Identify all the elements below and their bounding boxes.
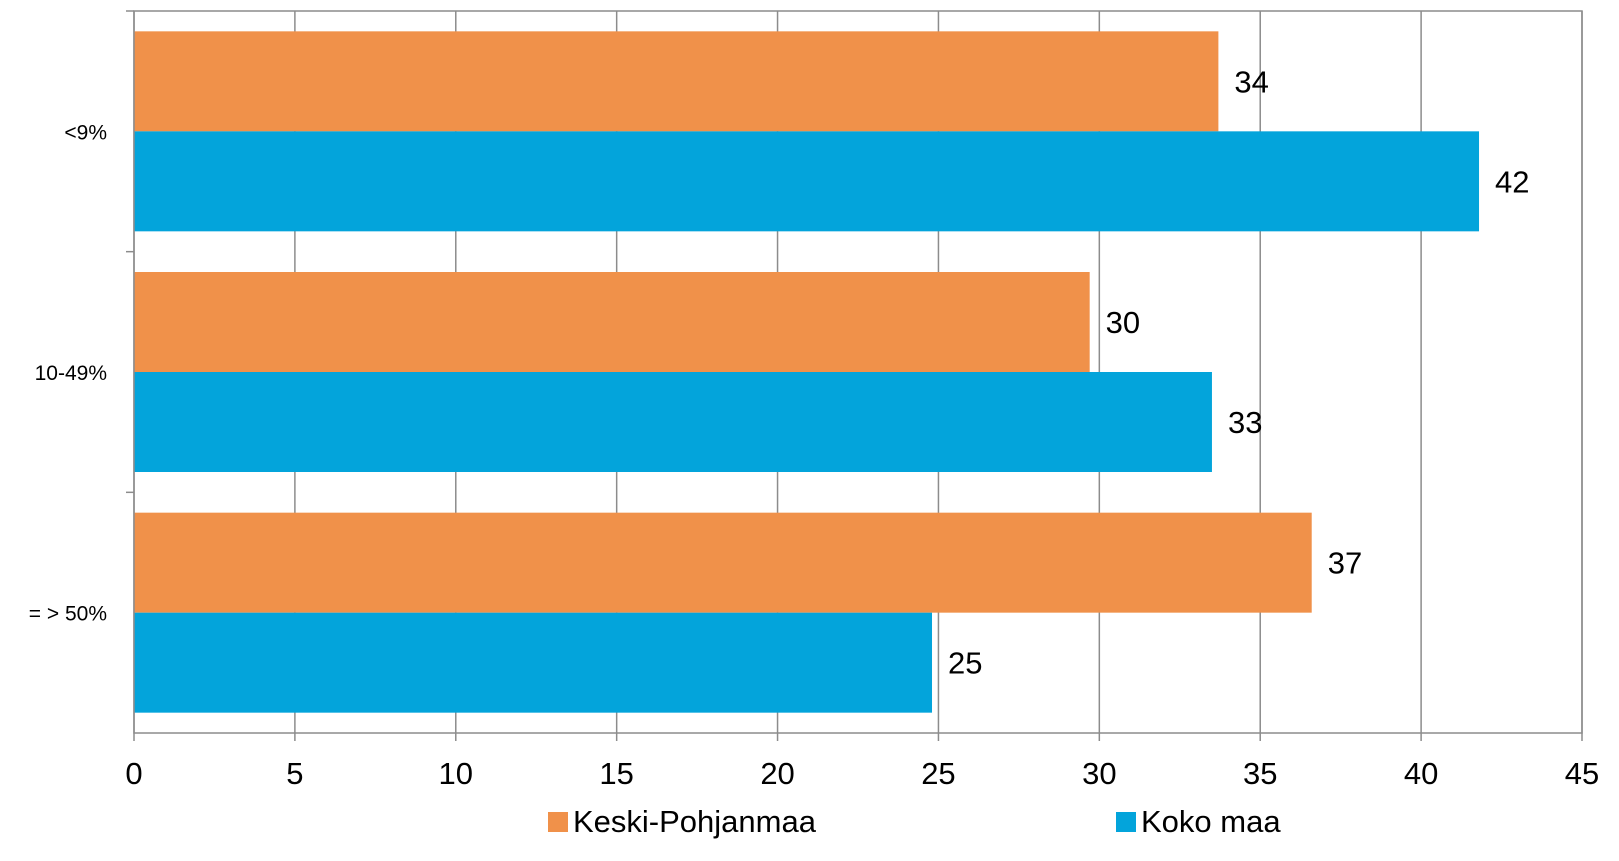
- bar-keski-pohjanmaa: [134, 512, 1312, 613]
- data-labels: 34 30 37 42 33 25: [948, 64, 1530, 680]
- data-label: 42: [1495, 164, 1529, 199]
- x-tick-label: 25: [921, 756, 955, 791]
- bar-keski-pohjanmaa: [134, 31, 1219, 132]
- category-label: 10-49%: [35, 362, 107, 385]
- bar-koko-maa: [134, 131, 1480, 232]
- category-label: = > 50%: [29, 603, 107, 626]
- axes: 0 5 10 15 20 25 30 35 40 45 <9% 10-49% = > 50%: [29, 10, 1599, 791]
- data-label: 30: [1106, 305, 1140, 340]
- bars: [134, 31, 1480, 713]
- bar-koko-maa: [134, 612, 933, 713]
- data-label: 34: [1234, 64, 1268, 99]
- x-tick-label: 15: [599, 756, 633, 791]
- plot-frame: [133, 10, 1583, 734]
- legend-label: Keski-Pohjanmaa: [573, 804, 817, 839]
- data-label: 37: [1328, 546, 1362, 581]
- legend-label: Koko maa: [1141, 804, 1281, 839]
- data-label: 25: [948, 646, 982, 681]
- x-tick-label: 0: [125, 756, 142, 791]
- category-label: <9%: [64, 121, 107, 144]
- x-tick-label: 20: [760, 756, 794, 791]
- x-tick-label: 30: [1082, 756, 1116, 791]
- x-tick-label: 35: [1243, 756, 1277, 791]
- legend: Keski-Pohjanmaa Koko maa: [548, 804, 1281, 839]
- x-tick-label: 45: [1565, 756, 1599, 791]
- x-tick-label: 5: [286, 756, 303, 791]
- legend-swatch: [548, 812, 568, 832]
- data-label: 33: [1228, 405, 1262, 440]
- bar-koko-maa: [134, 372, 1212, 472]
- legend-swatch: [1116, 812, 1136, 832]
- x-tick-label: 10: [439, 756, 473, 791]
- x-tick-label: 40: [1404, 756, 1438, 791]
- bar-keski-pohjanmaa: [134, 272, 1090, 372]
